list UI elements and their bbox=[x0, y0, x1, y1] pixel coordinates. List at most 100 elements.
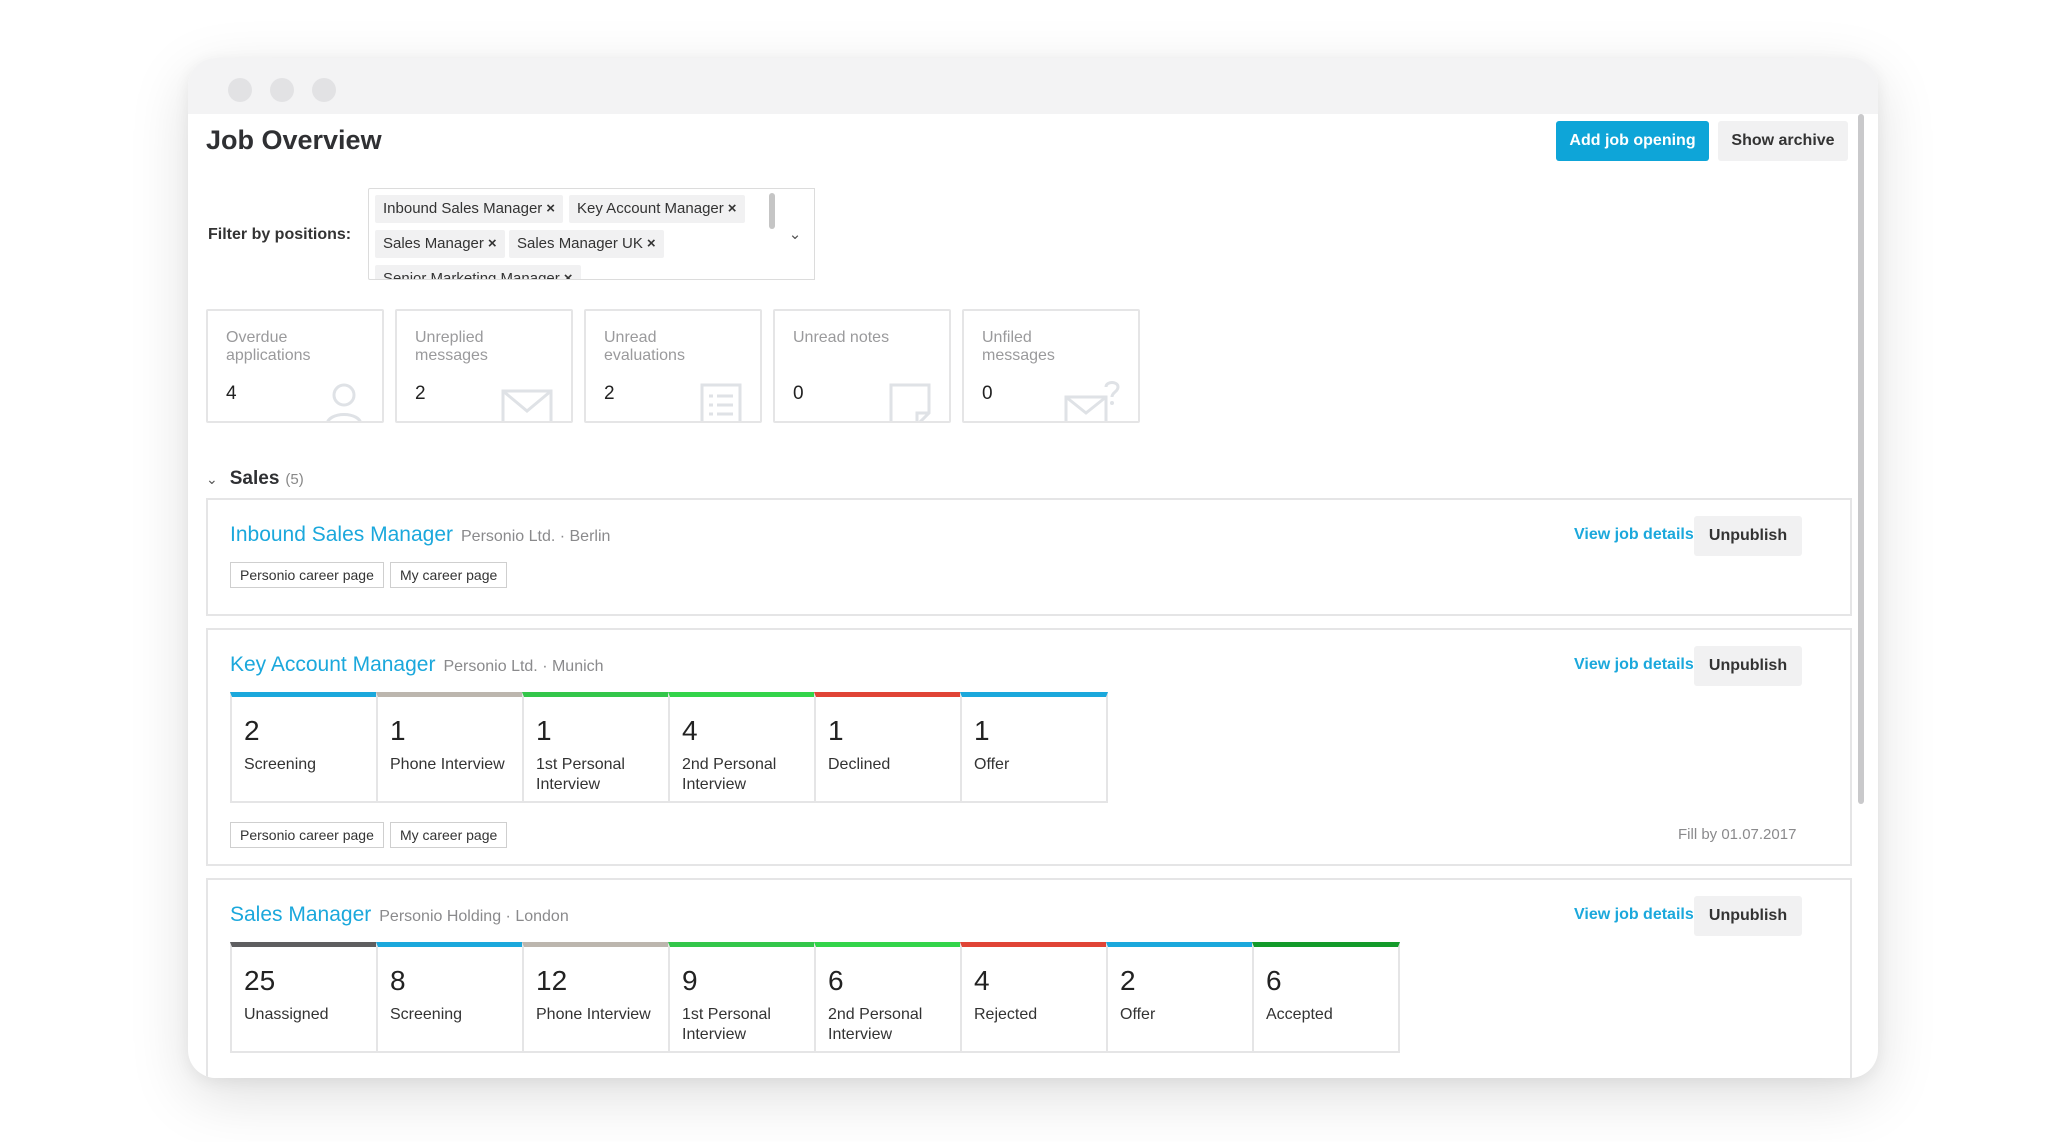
filter-chip-label: Inbound Sales Manager bbox=[383, 200, 543, 217]
window-maximize-dot[interactable] bbox=[312, 78, 336, 102]
pipeline-stage[interactable]: 1 Phone Interview bbox=[376, 692, 522, 803]
window-titlebar bbox=[188, 58, 1878, 114]
job-meta: Personio Holding · London bbox=[379, 908, 569, 925]
stage-count: 9 bbox=[682, 965, 698, 996]
pipeline-stage[interactable]: 12 Phone Interview bbox=[522, 942, 668, 1053]
position-filter-input[interactable]: Inbound Sales Manager × Key Account Manag… bbox=[368, 188, 778, 280]
stage-name: Phone Interview bbox=[536, 1006, 651, 1023]
show-archive-button[interactable]: Show archive bbox=[1718, 121, 1848, 161]
job-title-link[interactable]: Key Account Manager Personio Ltd. · Munic… bbox=[230, 653, 604, 677]
pipeline-stage[interactable]: 9 1st Personal Interview bbox=[668, 942, 814, 1053]
stage-name: Screening bbox=[390, 1006, 463, 1023]
stat-card-unreplied-messages[interactable]: Unreplied messages 2 bbox=[395, 309, 573, 423]
stage-count: 25 bbox=[244, 965, 276, 996]
filter-chip-label: Key Account Manager bbox=[577, 200, 724, 217]
pipeline-stages: 25 Unassigned 8 Screening 12 Phone Intervie… bbox=[230, 942, 1400, 1053]
stage-count: 6 bbox=[1266, 965, 1282, 996]
pipeline-stages: 2 Screening 1 Phone Interview 1 1st Persona… bbox=[230, 692, 1108, 803]
view-job-details-link[interactable]: View job details bbox=[1574, 906, 1694, 923]
stat-card-unread-evaluations[interactable]: Unread evaluations 2 bbox=[584, 309, 762, 423]
stat-label: Unfiled messages bbox=[982, 329, 1055, 364]
stage-count: 4 bbox=[974, 965, 990, 996]
list-doc-icon bbox=[700, 383, 742, 421]
stage-count: 2 bbox=[244, 715, 260, 746]
person-icon bbox=[326, 383, 362, 421]
stage-name: Offer bbox=[974, 756, 1010, 773]
stat-label: Unread evaluations bbox=[604, 329, 685, 364]
remove-chip-icon[interactable]: × bbox=[727, 200, 737, 217]
envelope-question-icon bbox=[1064, 381, 1120, 421]
stat-card-unfiled-messages[interactable]: Unfiled messages 0 bbox=[962, 309, 1140, 423]
add-job-opening-button[interactable]: Add job opening bbox=[1556, 121, 1709, 161]
section-count: (5) bbox=[285, 471, 304, 488]
pipeline-stage[interactable]: 2 Screening bbox=[230, 692, 376, 803]
stat-value: 2 bbox=[415, 383, 426, 404]
remove-chip-icon[interactable]: × bbox=[546, 200, 556, 217]
remove-chip-icon[interactable]: × bbox=[563, 270, 573, 280]
page-scrollbar[interactable] bbox=[1858, 114, 1864, 804]
pipeline-stage[interactable]: 2 Offer bbox=[1106, 942, 1252, 1053]
stage-count: 1 bbox=[536, 715, 552, 746]
stage-count: 12 bbox=[536, 965, 568, 996]
filter-label: Filter by positions: bbox=[208, 226, 352, 243]
stat-label: Overdue applications bbox=[226, 329, 311, 364]
job-card: Key Account Manager Personio Ltd. · Munic… bbox=[206, 628, 1852, 866]
window-minimize-dot[interactable] bbox=[270, 78, 294, 102]
chevron-down-icon: ⌄ bbox=[788, 226, 802, 243]
stage-count: 1 bbox=[390, 715, 406, 746]
pipeline-stage[interactable]: 1 Declined bbox=[814, 692, 960, 803]
pipeline-stage[interactable]: 4 Rejected bbox=[960, 942, 1106, 1053]
filter-dropdown-toggle[interactable]: ⌄ bbox=[776, 188, 815, 280]
filter-chip-label: Senior Marketing Manager bbox=[383, 270, 560, 280]
stat-label: Unread notes bbox=[793, 329, 890, 346]
job-card: Inbound Sales Manager Personio Ltd. · Ber… bbox=[206, 498, 1852, 616]
pipeline-stage[interactable]: 6 2nd Personal Interview bbox=[814, 942, 960, 1053]
job-title[interactable]: Sales Manager bbox=[230, 903, 372, 926]
stage-name: Screening bbox=[244, 756, 317, 773]
view-job-details-link[interactable]: View job details bbox=[1574, 526, 1694, 543]
career-page-tag: Personio career page bbox=[230, 822, 384, 848]
job-meta: Personio Ltd. · Berlin bbox=[461, 528, 611, 545]
job-title-link[interactable]: Sales Manager Personio Holding · London bbox=[230, 903, 569, 927]
unpublish-button[interactable]: Unpublish bbox=[1694, 516, 1802, 556]
envelope-icon bbox=[501, 389, 553, 421]
job-title[interactable]: Inbound Sales Manager bbox=[230, 523, 453, 546]
filter-chip-label: Sales Manager bbox=[383, 235, 484, 252]
pipeline-stage[interactable]: 8 Screening bbox=[376, 942, 522, 1053]
stat-value: 4 bbox=[226, 383, 237, 404]
app-window: Job Overview Add job opening Show archiv… bbox=[188, 58, 1878, 1078]
remove-chip-icon[interactable]: × bbox=[646, 235, 656, 252]
job-card: Sales Manager Personio Holding · London V… bbox=[206, 878, 1852, 1078]
stage-name: Declined bbox=[828, 756, 891, 773]
stat-card-unread-notes[interactable]: Unread notes 0 bbox=[773, 309, 951, 423]
pipeline-stage[interactable]: 4 2nd Personal Interview bbox=[668, 692, 814, 803]
pipeline-stage[interactable]: 1 1st Personal Interview bbox=[522, 692, 668, 803]
stage-count: 8 bbox=[390, 965, 406, 996]
section-title: Sales bbox=[229, 468, 280, 489]
stage-count: 1 bbox=[828, 715, 844, 746]
stage-name: Offer bbox=[1120, 1006, 1156, 1023]
stage-count: 2 bbox=[1120, 965, 1136, 996]
stage-name: Rejected bbox=[974, 1006, 1038, 1023]
pipeline-stage[interactable]: 25 Unassigned bbox=[230, 942, 376, 1053]
stage-name: Accepted bbox=[1266, 1006, 1333, 1023]
stage-name: Unassigned bbox=[244, 1006, 329, 1023]
stage-count: 4 bbox=[682, 715, 698, 746]
view-job-details-link[interactable]: View job details bbox=[1574, 656, 1694, 673]
unpublish-button[interactable]: Unpublish bbox=[1694, 646, 1802, 686]
job-title-link[interactable]: Inbound Sales Manager Personio Ltd. · Ber… bbox=[230, 523, 610, 547]
filter-scrollbar[interactable] bbox=[769, 193, 775, 229]
stat-card-overdue-applications[interactable]: Overdue applications 4 bbox=[206, 309, 384, 423]
unpublish-button[interactable]: Unpublish bbox=[1694, 896, 1802, 936]
remove-chip-icon[interactable]: × bbox=[487, 235, 497, 252]
job-title[interactable]: Key Account Manager bbox=[230, 653, 436, 676]
career-page-tag: My career page bbox=[390, 562, 508, 588]
stat-value: 0 bbox=[793, 383, 804, 404]
stage-name: 1st Personal Interview bbox=[536, 756, 625, 793]
section-header-sales[interactable]: ⌄ Sales (5) bbox=[206, 468, 304, 490]
filter-chip: Inbound Sales Manager × bbox=[375, 195, 564, 223]
pipeline-stage[interactable]: 1 Offer bbox=[960, 692, 1108, 803]
window-close-dot[interactable] bbox=[228, 78, 252, 102]
pipeline-stage[interactable]: 6 Accepted bbox=[1252, 942, 1400, 1053]
stage-count: 1 bbox=[974, 715, 990, 746]
